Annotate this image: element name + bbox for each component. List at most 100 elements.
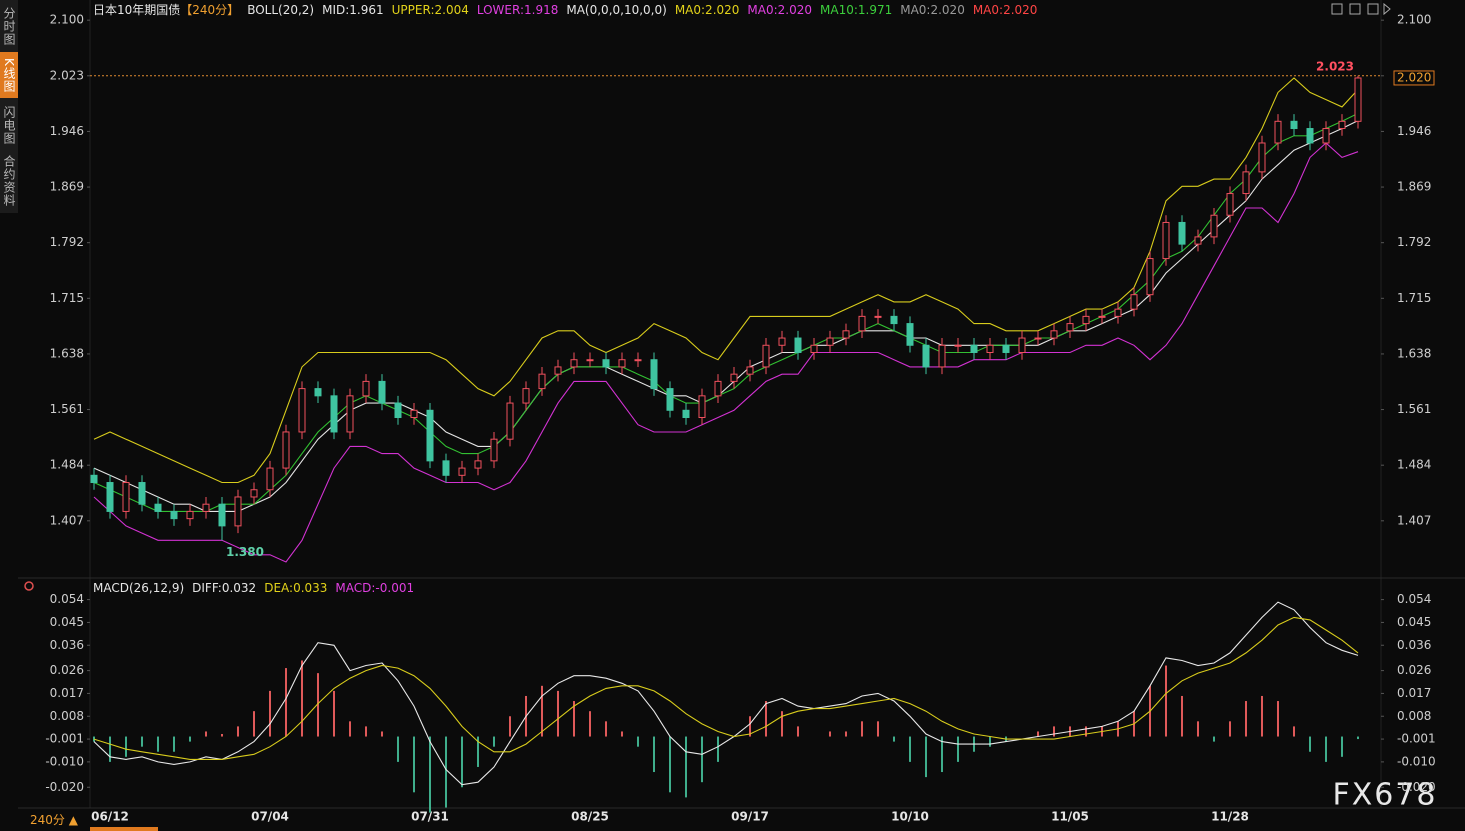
- candle-body: [90, 474, 98, 484]
- tab[interactable]: 合约资料: [2, 155, 16, 207]
- series-line: [93, 120, 1359, 512]
- candle-body: [1130, 294, 1138, 310]
- candle-body: [410, 409, 418, 419]
- y-tick-label: 1.715: [1397, 291, 1431, 305]
- legend-entry: MACD:-0.001: [335, 581, 414, 595]
- candle-body: [890, 315, 898, 325]
- y-tick-label: -0.010: [1397, 754, 1436, 768]
- y-tick-label: 1.869: [1397, 180, 1431, 194]
- candle-body: [618, 359, 626, 368]
- tool-button[interactable]: [1331, 3, 1343, 15]
- legend-entry: 【240分】: [180, 3, 239, 17]
- period-button[interactable]: 240分 ▲: [30, 813, 78, 827]
- watermark: FX678: [1332, 778, 1437, 813]
- candle-body: [314, 388, 322, 397]
- y-tick-label: -0.020: [1397, 780, 1436, 794]
- candle-body: [442, 460, 450, 476]
- tool-button[interactable]: [1383, 2, 1391, 16]
- candle-body: [730, 373, 738, 382]
- candle-body: [122, 482, 130, 512]
- candle-body: [1002, 344, 1010, 353]
- y-tick-label: 1.792: [1397, 235, 1431, 249]
- y-tick-label: 1.484: [1397, 458, 1431, 472]
- candle-body: [394, 402, 402, 419]
- candle-body: [426, 409, 434, 462]
- candle-body: [1098, 315, 1106, 318]
- tab-active[interactable]: K线图: [0, 52, 18, 98]
- y-tick-label: 2.023: [50, 68, 84, 82]
- series-line: [93, 601, 1359, 786]
- candle-body: [602, 359, 610, 368]
- y-tick-label: 0.054: [1397, 592, 1431, 606]
- y-tick-label: 2.100: [50, 13, 84, 27]
- candle-body: [794, 337, 802, 353]
- candle-body: [922, 344, 930, 368]
- y-tick-label: -0.020: [45, 780, 84, 794]
- y-tick-label: 0.045: [50, 615, 84, 629]
- candle-body: [1066, 323, 1074, 332]
- x-tick-label: 09/17: [731, 810, 769, 824]
- legend-entry: MA10:1.971: [820, 3, 892, 17]
- tool-button[interactable]: [1349, 3, 1361, 15]
- candle-body: [874, 315, 882, 318]
- y-tick-label: 1.407: [1397, 513, 1431, 527]
- candle-body: [186, 510, 194, 520]
- candle-body: [1290, 120, 1298, 130]
- candle-body: [506, 402, 514, 440]
- tab[interactable]: 闪电图: [2, 105, 16, 145]
- y-tick-label: 0.054: [50, 592, 84, 606]
- candle-body: [1354, 77, 1362, 122]
- candle-body: [938, 344, 946, 368]
- candle-body: [986, 344, 994, 353]
- sidebar: 分时图 K线图 闪电图 合约资料: [0, 0, 18, 213]
- y-tick-label: -0.001: [1397, 732, 1436, 746]
- candle-body: [362, 380, 370, 397]
- period-underline: [90, 827, 158, 831]
- tool-button[interactable]: [1367, 3, 1379, 15]
- candle-body: [1114, 308, 1122, 317]
- candle-body: [522, 388, 530, 404]
- candle-body: [138, 482, 146, 505]
- candle-body: [1258, 142, 1266, 173]
- candle-body: [1194, 236, 1202, 245]
- y-tick-label: 1.561: [1397, 402, 1431, 416]
- x-tick-label: 06/12: [91, 810, 129, 824]
- candle-body: [826, 337, 834, 346]
- candle-body: [1050, 330, 1058, 339]
- candle-body: [346, 395, 354, 433]
- candle-body: [234, 496, 242, 527]
- candle-body: [154, 503, 162, 512]
- candle-body: [538, 373, 546, 390]
- series-line: [93, 616, 1359, 760]
- y-tick-label: -0.001: [45, 732, 84, 746]
- candle-body: [1274, 120, 1282, 144]
- candle-body: [1034, 337, 1042, 340]
- y-tick-label: 0.008: [1397, 709, 1431, 723]
- legend-entry: BOLL(20,2): [247, 3, 314, 17]
- candle-body: [682, 409, 690, 419]
- candle-body: [634, 359, 642, 362]
- chart-header: 日本10年期国债【240分】 BOLL(20,2) MID:1.961 UPPER:2…: [93, 3, 1037, 17]
- candle-body: [586, 359, 594, 362]
- candle-body: [714, 380, 722, 397]
- toolbar: [1331, 2, 1391, 16]
- legend-entry: MACD(26,12,9): [93, 581, 184, 595]
- candle-body: [266, 467, 274, 491]
- candle-body: [1226, 193, 1234, 216]
- y-tick-label: 2.100: [1397, 13, 1431, 27]
- indicator-icon[interactable]: [24, 581, 34, 591]
- y-tick-label: 1.561: [50, 402, 84, 416]
- candle-body: [1178, 221, 1186, 245]
- y-tick-label: 0.045: [1397, 615, 1431, 629]
- y-tick-label: 1.715: [50, 291, 84, 305]
- candle-body: [1242, 171, 1250, 195]
- tab[interactable]: 分时图: [2, 6, 16, 46]
- last-price-box: [1393, 70, 1435, 86]
- legend-entry: 日本10年期国债: [93, 3, 180, 17]
- candle-body: [330, 395, 338, 433]
- candle-body: [298, 388, 306, 433]
- candle-body: [106, 482, 114, 512]
- candle-body: [778, 337, 786, 346]
- legend-entry: UPPER:2.004: [392, 3, 469, 17]
- x-tick-label: 08/25: [571, 810, 609, 824]
